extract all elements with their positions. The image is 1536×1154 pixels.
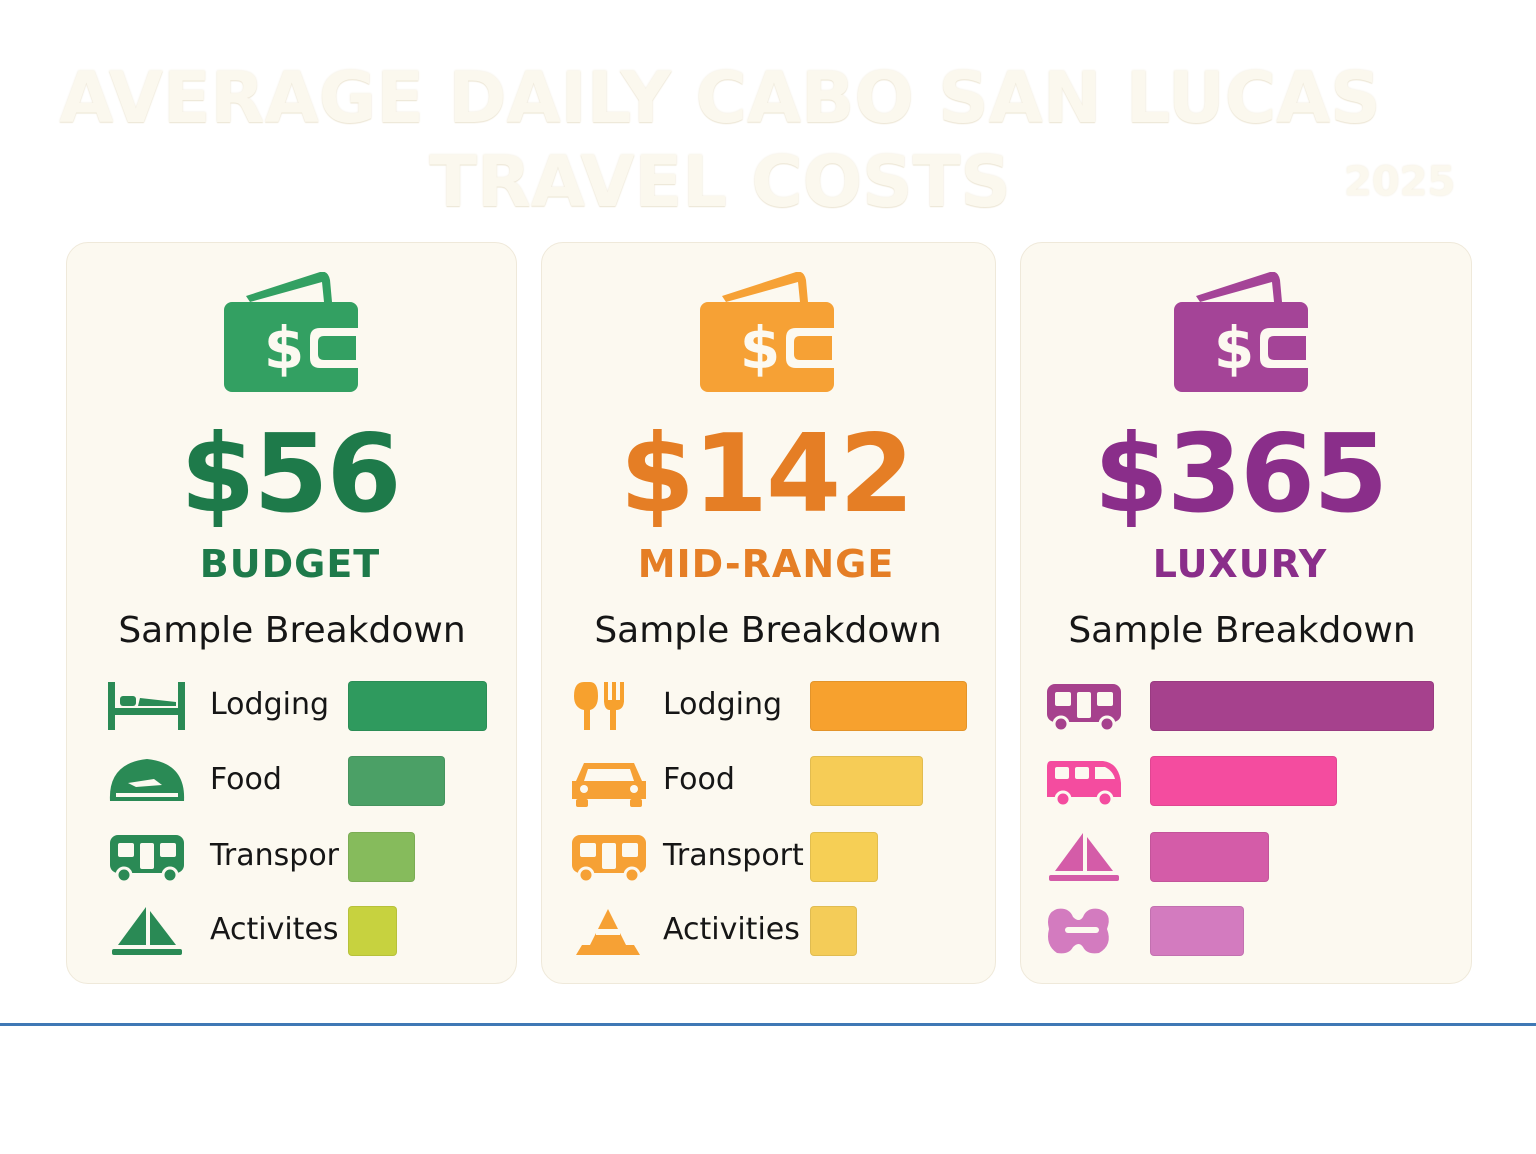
bottom-rule: [0, 1023, 1536, 1026]
tier-name-budget: BUDGET: [199, 542, 381, 586]
bar-label: Activites: [210, 912, 339, 947]
cone-icon: [568, 903, 650, 959]
mask-icon: [1043, 903, 1125, 959]
breakdown-heading-mid-range: Sample Breakdown: [594, 610, 942, 651]
bar-mid-range-3: [810, 906, 857, 956]
bus-icon: [106, 829, 188, 885]
bar-mid-range-1: [810, 756, 923, 806]
tier-price-luxury: $365: [1093, 412, 1389, 537]
svg-text:$: $: [1214, 314, 1254, 382]
bus-icon: [568, 829, 650, 885]
bar-mid-range-0: [810, 681, 967, 731]
tier-price-mid-range: $142: [619, 412, 915, 537]
wallet-icon: $: [220, 271, 360, 394]
svg-text:$: $: [264, 314, 304, 382]
bus-icon: [1043, 678, 1125, 734]
year-label: 2025: [1344, 159, 1456, 205]
bar-luxury-3: [1150, 906, 1244, 956]
bar-luxury-1: [1150, 756, 1337, 806]
svg-text:$: $: [740, 314, 780, 382]
bar-budget-0: [348, 681, 487, 731]
title-line-2: TRAVEL COSTS: [429, 141, 1011, 223]
tier-price-budget: $56: [180, 412, 401, 537]
tier-name-mid-range: MID-RANGE: [637, 542, 895, 586]
bar-label: Transport: [663, 838, 804, 873]
bar-budget-2: [348, 832, 415, 882]
bar-budget-3: [348, 906, 397, 956]
page-title: AVERAGE DAILY CABO SAN LUCAS TRAVEL COST…: [0, 56, 1440, 224]
bar-label: Food: [663, 762, 735, 797]
tier-name-luxury: LUXURY: [1152, 542, 1328, 586]
bar-luxury-2: [1150, 832, 1269, 882]
food-icon: [106, 753, 188, 809]
breakdown-heading-luxury: Sample Breakdown: [1068, 610, 1416, 651]
bar-label: Lodging: [663, 687, 783, 722]
title-line-1: AVERAGE DAILY CABO SAN LUCAS: [59, 57, 1381, 139]
breakdown-heading-budget: Sample Breakdown: [118, 610, 466, 651]
bar-label: Lodging: [210, 687, 330, 722]
utensils-icon: [568, 678, 650, 734]
bar-label: Food: [210, 762, 282, 797]
bar-budget-1: [348, 756, 445, 806]
bar-label: Transpor: [210, 838, 340, 873]
bar-luxury-0: [1150, 681, 1434, 731]
sailboat-icon: [1043, 829, 1125, 885]
bar-mid-range-2: [810, 832, 878, 882]
bar-label: Activities: [663, 912, 800, 947]
wallet-icon: $: [696, 271, 836, 394]
wallet-icon: $: [1170, 271, 1310, 394]
van-icon: [1043, 753, 1125, 809]
car-icon: [568, 753, 650, 809]
bed-icon: [106, 678, 188, 734]
sailboat-icon: [106, 903, 188, 959]
